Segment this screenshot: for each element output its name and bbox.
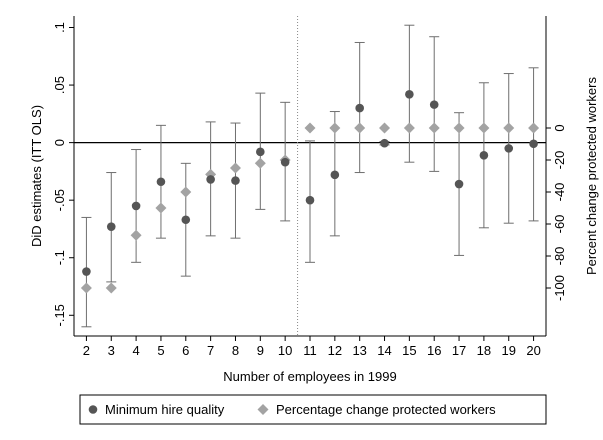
y-tick-label: -.15 (52, 304, 67, 326)
circle-point-hire-quality (355, 103, 364, 113)
x-tick-label: 19 (502, 343, 516, 358)
x-tick-label: 17 (452, 343, 466, 358)
y2-tick-label: -60 (552, 215, 567, 234)
diamond-point-protected-workers (254, 157, 266, 169)
circle-point-hire-quality (504, 144, 514, 153)
circle-point-hire-quality (106, 222, 116, 231)
diamond-point-protected-workers (329, 122, 341, 134)
circle-point-hire-quality (380, 138, 389, 148)
circle-point-hire-quality (405, 89, 414, 99)
y2-tick-label: -20 (552, 151, 567, 170)
x-tick-label: 7 (207, 343, 214, 358)
x-tick-label: 15 (402, 343, 416, 358)
diamond-point-protected-workers (229, 162, 241, 174)
diamond-point-protected-workers (80, 282, 92, 294)
y-tick-label: -.05 (52, 189, 67, 211)
y-axis-title: DiD estimates (ITT OLS) (29, 105, 44, 247)
diamond-point-protected-workers (528, 122, 540, 134)
y2-tick-label: 0 (552, 124, 567, 131)
x-tick-label: 12 (328, 343, 342, 358)
circle-point-hire-quality (156, 177, 166, 187)
y2-axis-title: Percent change protected workers (584, 77, 599, 275)
x-tick-label: 10 (278, 343, 292, 358)
circle-point-hire-quality (131, 201, 141, 211)
x-tick-label: 4 (132, 343, 139, 358)
circle-point-hire-quality (529, 139, 538, 149)
y-tick-label: .1 (52, 22, 67, 33)
legend-box (79, 394, 547, 425)
x-tick-label: 6 (182, 343, 189, 358)
y2-tick-label: -100 (552, 275, 567, 301)
legend-label-minimum-hire-quality: Minimum hire quality (105, 402, 225, 417)
x-tick-label: 2 (83, 343, 90, 358)
diamond-point-protected-workers (130, 229, 142, 241)
diamond-point-protected-workers (503, 122, 515, 134)
circle-point-hire-quality (454, 179, 464, 189)
x-tick-label: 11 (303, 343, 317, 358)
y-tick-label: .05 (52, 76, 67, 94)
x-tick-label: 16 (427, 343, 441, 358)
x-tick-label: 3 (108, 343, 115, 358)
y2-tick-label: -80 (552, 247, 567, 266)
x-axis-title: Number of employees in 1999 (223, 369, 396, 384)
diamond-point-protected-workers (403, 122, 415, 134)
y-tick-label: -.1 (52, 250, 67, 265)
circle-point-hire-quality (231, 176, 240, 185)
circle-point-hire-quality (82, 267, 91, 276)
circle-point-hire-quality (206, 175, 215, 184)
x-tick-label: 5 (157, 343, 164, 358)
diamond-point-protected-workers (354, 122, 366, 134)
x-tick-label: 18 (477, 343, 491, 358)
legend-marker-diamond (257, 404, 269, 415)
y-tick-label: 0 (52, 139, 67, 146)
y2-tick-label: -40 (552, 183, 567, 202)
x-tick-label: 13 (352, 343, 366, 358)
circle-point-hire-quality (429, 100, 439, 109)
x-tick-label: 8 (232, 343, 239, 358)
circle-point-hire-quality (181, 215, 191, 225)
diamond-point-protected-workers (155, 202, 167, 214)
diamond-point-protected-workers (453, 122, 465, 134)
x-tick-label: 9 (257, 343, 264, 358)
circle-point-hire-quality (330, 170, 340, 180)
diamond-point-protected-workers (478, 122, 490, 134)
diamond-point-protected-workers (304, 122, 316, 134)
circle-point-hire-quality (280, 157, 290, 167)
diamond-point-protected-workers (105, 282, 117, 294)
x-tick-label: 14 (377, 343, 391, 358)
legend-label-percentage-change: Percentage change protected workers (276, 402, 496, 417)
legend-marker-circle (88, 405, 98, 414)
diamond-point-protected-workers (379, 122, 391, 134)
circle-point-hire-quality (305, 195, 315, 205)
circle-point-hire-quality (256, 147, 265, 157)
diamond-point-protected-workers (428, 122, 440, 134)
circle-point-hire-quality (479, 150, 489, 160)
diamond-point-protected-workers (180, 186, 192, 198)
x-tick-label: 20 (526, 343, 540, 358)
